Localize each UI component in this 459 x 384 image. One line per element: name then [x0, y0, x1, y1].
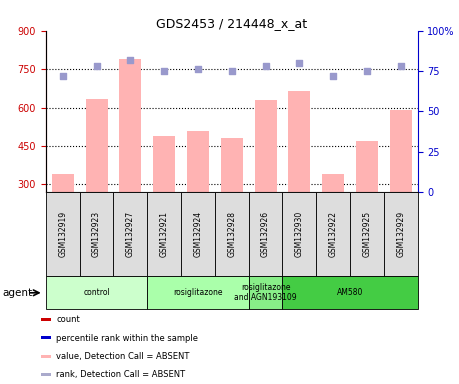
- Point: [161, 68, 168, 74]
- Bar: [249, 192, 282, 276]
- Bar: [288, 91, 310, 192]
- Bar: [187, 131, 209, 192]
- Text: GSM132922: GSM132922: [329, 211, 338, 257]
- Bar: [384, 192, 418, 276]
- Bar: [41, 318, 50, 321]
- Bar: [221, 138, 243, 192]
- Point: [194, 66, 202, 73]
- Text: GSM132924: GSM132924: [194, 211, 202, 257]
- Text: percentile rank within the sample: percentile rank within the sample: [56, 334, 198, 343]
- Bar: [153, 136, 175, 192]
- Text: GSM132919: GSM132919: [58, 211, 67, 257]
- Text: GSM132921: GSM132921: [160, 211, 169, 257]
- Bar: [249, 276, 282, 309]
- Point: [296, 60, 303, 66]
- Bar: [255, 100, 277, 192]
- Text: value, Detection Call = ABSENT: value, Detection Call = ABSENT: [56, 352, 190, 361]
- Bar: [119, 59, 141, 192]
- Bar: [52, 174, 74, 192]
- Bar: [46, 276, 147, 309]
- Bar: [282, 192, 316, 276]
- Bar: [356, 141, 378, 192]
- Text: GSM132930: GSM132930: [295, 211, 304, 257]
- Bar: [215, 192, 249, 276]
- Point: [262, 63, 269, 69]
- Bar: [181, 192, 215, 276]
- Bar: [80, 192, 113, 276]
- Point: [397, 63, 404, 69]
- Point: [59, 73, 67, 79]
- Text: GSM132925: GSM132925: [363, 211, 371, 257]
- Bar: [282, 276, 418, 309]
- Bar: [41, 373, 50, 376]
- Bar: [147, 276, 249, 309]
- Text: GSM132928: GSM132928: [227, 211, 236, 257]
- Title: GDS2453 / 214448_x_at: GDS2453 / 214448_x_at: [156, 17, 308, 30]
- Bar: [316, 192, 350, 276]
- Bar: [41, 355, 50, 358]
- Text: GSM132927: GSM132927: [126, 211, 135, 257]
- Bar: [322, 174, 344, 192]
- Bar: [86, 99, 107, 192]
- Point: [228, 68, 235, 74]
- Bar: [41, 336, 50, 339]
- Point: [330, 73, 337, 79]
- Bar: [350, 192, 384, 276]
- Point: [364, 68, 371, 74]
- Point: [127, 57, 134, 63]
- Bar: [147, 192, 181, 276]
- Text: GSM132926: GSM132926: [261, 211, 270, 257]
- Text: AM580: AM580: [337, 288, 363, 297]
- Point: [93, 63, 100, 69]
- Text: GSM132929: GSM132929: [396, 211, 405, 257]
- Text: rosiglitazone
and AGN193109: rosiglitazone and AGN193109: [234, 283, 297, 303]
- Bar: [390, 110, 412, 192]
- Bar: [46, 192, 80, 276]
- Text: rosiglitazone: rosiglitazone: [173, 288, 223, 297]
- Text: control: control: [83, 288, 110, 297]
- Text: count: count: [56, 315, 80, 324]
- Text: rank, Detection Call = ABSENT: rank, Detection Call = ABSENT: [56, 370, 185, 379]
- Text: agent: agent: [2, 288, 33, 298]
- Bar: [113, 192, 147, 276]
- Text: GSM132923: GSM132923: [92, 211, 101, 257]
